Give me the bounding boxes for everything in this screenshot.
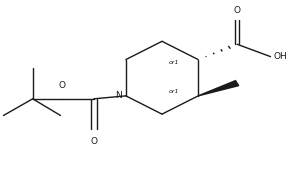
Text: O: O xyxy=(234,6,241,15)
Text: O: O xyxy=(90,137,97,146)
Text: or1: or1 xyxy=(169,60,179,65)
Polygon shape xyxy=(198,81,239,96)
Text: or1: or1 xyxy=(169,89,179,95)
Text: O: O xyxy=(58,81,65,90)
Text: OH: OH xyxy=(273,52,287,61)
Text: N: N xyxy=(115,91,122,100)
